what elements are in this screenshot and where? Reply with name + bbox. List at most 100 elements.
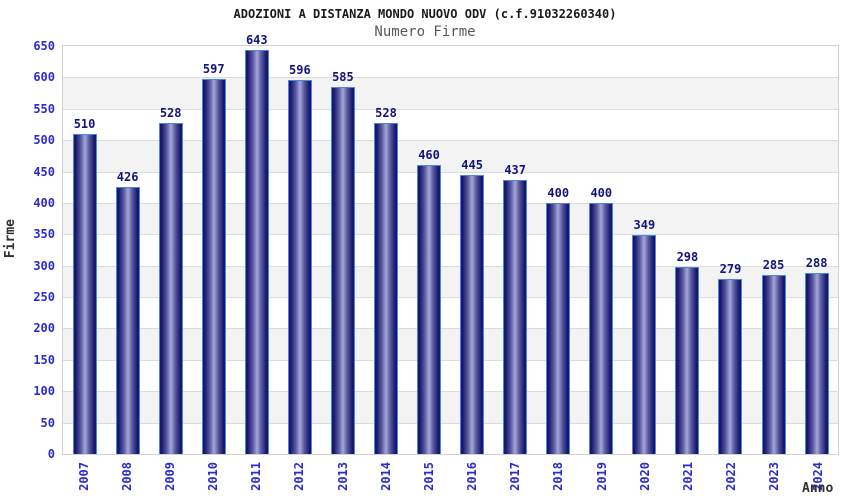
bar-2021 <box>675 266 700 454</box>
chart-title: ADOZIONI A DISTANZA MONDO NUOVO ODV (c.f… <box>233 7 617 21</box>
y-axis-tick-labels: 650 600 550 500 450 400 350 300 250 200 150 100 50 0 <box>0 39 55 461</box>
y-tick-label: 600 <box>33 70 55 85</box>
x-tick-label: 2022 <box>724 462 739 491</box>
bar-2010 <box>201 79 226 454</box>
x-tick-cell: 2011 <box>235 462 278 498</box>
y-tick-label: 400 <box>33 195 55 210</box>
x-tick-cell: 2014 <box>364 462 407 498</box>
bar-value-label: 279 <box>719 261 742 276</box>
bar-2022 <box>718 278 743 454</box>
bar-2012 <box>287 79 312 454</box>
plot-area: 510 426 528 597 643 596 585 528 460 445 437 400 400 3… <box>62 33 839 455</box>
x-tick-label: 2013 <box>335 462 350 491</box>
y-tick-label: 550 <box>33 101 55 116</box>
x-tick-cell: 2017 <box>494 462 537 498</box>
bar-slot-2015: 460 <box>408 46 451 454</box>
x-tick-label: 2019 <box>594 462 609 491</box>
y-tick-label: 450 <box>33 164 55 179</box>
y-tick-label: 300 <box>33 258 55 273</box>
y-tick-label: 50 <box>40 415 55 430</box>
x-tick-cell: 2010 <box>192 462 235 498</box>
x-tick-label: 2023 <box>767 462 782 491</box>
grid-band <box>63 359 838 392</box>
grid-band <box>63 46 838 78</box>
bar-value-label: 298 <box>676 249 699 264</box>
y-tick-label: 200 <box>33 321 55 336</box>
grid-band <box>63 391 838 423</box>
grid-band <box>63 77 838 109</box>
x-tick-label: 2017 <box>508 462 523 491</box>
bar-2014 <box>373 122 398 454</box>
x-tick-label: 2014 <box>378 462 393 491</box>
x-tick-cell: 2012 <box>278 462 321 498</box>
bar-2011 <box>244 50 269 454</box>
bar-value-label: 437 <box>504 162 526 177</box>
x-tick-label: 2021 <box>680 462 695 491</box>
bar-2009 <box>158 122 183 454</box>
x-tick-label: 2009 <box>162 462 177 491</box>
bar-slot-2007: 510 <box>63 46 106 454</box>
bar-series: 510 426 528 597 643 596 585 528 460 445 437 400 400 3… <box>63 33 838 454</box>
grid-band <box>63 108 838 141</box>
bar-slot-2008: 426 <box>106 46 149 454</box>
x-tick-cell: 2013 <box>321 462 364 498</box>
bar-2020 <box>632 234 657 454</box>
bar-slot-2009: 528 <box>149 46 192 454</box>
bar-value-label: 400 <box>590 185 613 200</box>
bar-value-label: 643 <box>245 33 268 48</box>
bar-slot-2020: 349 <box>623 46 666 454</box>
bar-slot-2019: 400 <box>580 46 623 454</box>
bar-value-label: 426 <box>116 169 139 184</box>
bar-slot-2023: 285 <box>752 46 795 454</box>
y-tick-label: 150 <box>33 352 55 367</box>
bar-slot-2010: 597 <box>192 46 235 454</box>
grid-band <box>63 202 838 235</box>
x-tick-cell: 2023 <box>753 462 796 498</box>
bar-slot-2022: 279 <box>709 46 752 454</box>
grid-band <box>63 265 838 297</box>
bar-2008 <box>115 186 140 454</box>
bar-2017 <box>503 179 528 454</box>
x-tick-label: 2011 <box>249 462 264 491</box>
bar-value-label: 528 <box>375 105 397 120</box>
x-tick-label: 2016 <box>465 462 480 491</box>
bar-2024 <box>804 273 829 454</box>
bar-slot-2011: 643 <box>235 33 278 454</box>
bar-value-label: 585 <box>332 69 354 84</box>
bar-value-label: 400 <box>547 185 570 200</box>
bar-2019 <box>589 202 614 454</box>
x-tick-cell: 2009 <box>148 462 191 498</box>
bar-2016 <box>460 174 485 454</box>
x-tick-cell: 2018 <box>537 462 580 498</box>
x-tick-label: 2018 <box>551 462 566 491</box>
bar-value-label: 596 <box>289 62 311 77</box>
grid-band <box>63 297 838 329</box>
bar-slot-2018: 400 <box>537 46 580 454</box>
bar-2015 <box>417 165 442 454</box>
y-tick-label: 250 <box>33 290 55 305</box>
bar-slot-2014: 528 <box>364 46 407 454</box>
bar-slot-2021: 298 <box>666 46 709 454</box>
y-tick-label: 0 <box>47 447 55 461</box>
x-tick-label: 2015 <box>421 462 436 491</box>
bar-value-label: 528 <box>159 105 182 120</box>
x-tick-cell: 2020 <box>623 462 666 498</box>
bar-slot-2013: 585 <box>321 46 364 454</box>
x-tick-cell: 2022 <box>710 462 753 498</box>
x-axis-label: Anno <box>802 481 834 496</box>
x-tick-cell: 2019 <box>580 462 623 498</box>
bar-2007 <box>72 133 97 454</box>
background-bands <box>63 46 838 454</box>
x-tick-cell: 2007 <box>62 462 105 498</box>
bar-value-label: 349 <box>633 217 656 232</box>
bar-slot-2012: 596 <box>278 46 321 454</box>
x-axis-tick-labels: 2007 2008 2009 2010 2011 2012 2013 2014 2015 2016… <box>62 462 839 498</box>
bar-slot-2017: 437 <box>494 46 537 454</box>
y-tick-label: 350 <box>33 227 55 242</box>
grid-band <box>63 328 838 360</box>
x-tick-cell: 2008 <box>105 462 148 498</box>
y-tick-label: 500 <box>33 133 55 148</box>
grid-band <box>63 422 838 454</box>
x-tick-cell: 2016 <box>451 462 494 498</box>
